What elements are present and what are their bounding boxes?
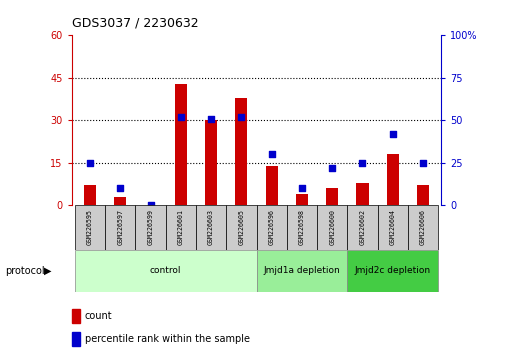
FancyBboxPatch shape xyxy=(256,250,347,292)
Bar xyxy=(72,332,80,346)
Bar xyxy=(357,183,368,205)
FancyBboxPatch shape xyxy=(347,205,378,250)
Text: GSM226601: GSM226601 xyxy=(178,210,184,245)
Bar xyxy=(417,185,429,205)
Bar xyxy=(72,309,80,323)
Bar xyxy=(175,84,187,205)
Point xyxy=(146,202,154,208)
Text: GSM226606: GSM226606 xyxy=(420,210,426,245)
Point xyxy=(86,160,94,166)
FancyBboxPatch shape xyxy=(196,205,226,250)
Bar xyxy=(205,120,217,205)
Text: control: control xyxy=(150,266,182,275)
FancyBboxPatch shape xyxy=(75,250,256,292)
Bar xyxy=(296,194,308,205)
Point xyxy=(298,185,306,191)
Text: GSM226598: GSM226598 xyxy=(299,210,305,245)
Text: GSM226603: GSM226603 xyxy=(208,210,214,245)
Text: GSM226602: GSM226602 xyxy=(360,210,365,245)
Text: ▶: ▶ xyxy=(44,266,51,276)
Bar xyxy=(266,166,278,205)
Bar xyxy=(84,185,96,205)
Text: Jmjd1a depletion: Jmjd1a depletion xyxy=(264,266,340,275)
Text: GDS3037 / 2230632: GDS3037 / 2230632 xyxy=(72,17,199,29)
Text: GSM226599: GSM226599 xyxy=(148,210,153,245)
FancyBboxPatch shape xyxy=(226,205,256,250)
Point xyxy=(176,114,185,120)
Point xyxy=(268,152,276,157)
FancyBboxPatch shape xyxy=(75,205,105,250)
Text: GSM226604: GSM226604 xyxy=(390,210,396,245)
Text: protocol: protocol xyxy=(5,266,45,276)
Point xyxy=(237,114,245,120)
Text: count: count xyxy=(85,311,112,321)
Point xyxy=(328,165,337,171)
FancyBboxPatch shape xyxy=(256,205,287,250)
FancyBboxPatch shape xyxy=(408,205,438,250)
Text: GSM226600: GSM226600 xyxy=(329,210,335,245)
Text: percentile rank within the sample: percentile rank within the sample xyxy=(85,334,250,344)
Bar xyxy=(114,197,126,205)
FancyBboxPatch shape xyxy=(378,205,408,250)
Bar xyxy=(235,98,247,205)
FancyBboxPatch shape xyxy=(105,205,135,250)
Text: GSM226597: GSM226597 xyxy=(117,210,123,245)
FancyBboxPatch shape xyxy=(287,205,317,250)
Point xyxy=(359,160,367,166)
Point xyxy=(419,160,427,166)
Bar xyxy=(387,154,399,205)
FancyBboxPatch shape xyxy=(317,205,347,250)
Text: GSM226596: GSM226596 xyxy=(269,210,274,245)
Point xyxy=(207,116,215,121)
Text: Jmjd2c depletion: Jmjd2c depletion xyxy=(354,266,431,275)
Point xyxy=(116,185,124,191)
FancyBboxPatch shape xyxy=(347,250,438,292)
FancyBboxPatch shape xyxy=(135,205,166,250)
Text: GSM226605: GSM226605 xyxy=(239,210,244,245)
FancyBboxPatch shape xyxy=(166,205,196,250)
Point xyxy=(389,131,397,137)
Bar xyxy=(326,188,338,205)
Text: GSM226595: GSM226595 xyxy=(87,210,93,245)
